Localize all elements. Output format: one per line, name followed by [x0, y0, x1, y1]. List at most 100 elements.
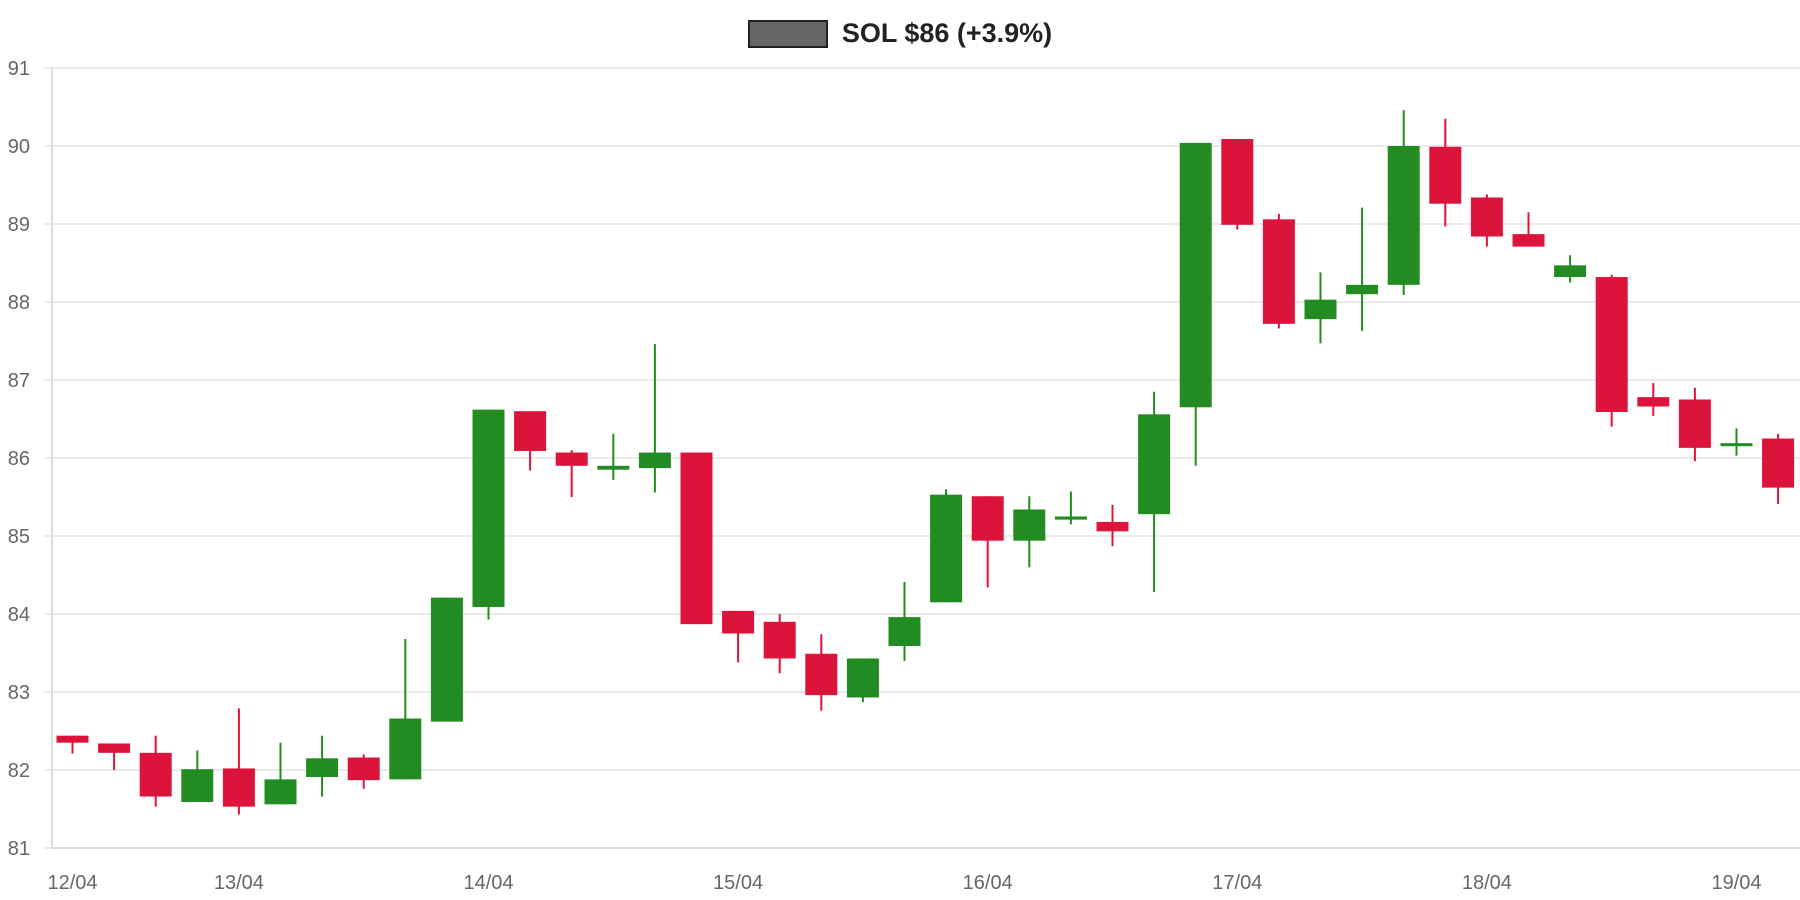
x-tick-label: 16/04	[963, 872, 1013, 894]
legend-label[interactable]: SOL $86 (+3.9%)	[841, 18, 1053, 48]
candle-body	[971, 496, 1004, 541]
candle-down[interactable]	[1096, 504, 1129, 547]
candle-body	[1304, 299, 1337, 320]
y-tick-label: 91	[8, 58, 30, 80]
y-tick-label: 85	[8, 526, 30, 548]
candle-body	[264, 779, 297, 805]
candle-body	[1138, 414, 1171, 515]
candle-body	[763, 621, 796, 659]
candle-body	[139, 752, 172, 797]
candle-body	[1054, 516, 1087, 520]
candle-down[interactable]	[805, 634, 838, 711]
x-axis: 12/04 13/04 14/04 15/04 16/04 17/04 18/04 19/04	[47, 847, 1800, 894]
candle-body	[846, 658, 879, 698]
candle-body	[1221, 138, 1254, 225]
candle-down[interactable]	[1678, 387, 1711, 462]
x-tick-label: 18/04	[1462, 872, 1512, 894]
candle-body	[389, 718, 422, 780]
x-tick-label: 19/04	[1711, 872, 1761, 894]
candle-up[interactable]	[930, 489, 963, 603]
candle-up[interactable]	[1179, 142, 1212, 466]
y-tick-label: 83	[8, 682, 30, 704]
y-tick-label: 84	[8, 604, 30, 626]
candle-down[interactable]	[98, 743, 131, 770]
candle-up[interactable]	[597, 433, 630, 480]
candle-down[interactable]	[56, 735, 89, 754]
x-tick-label: 14/04	[463, 872, 513, 894]
candle-body	[638, 452, 671, 469]
candle-up[interactable]	[1013, 496, 1046, 568]
candle-body	[1595, 277, 1628, 412]
candle-up[interactable]	[1387, 110, 1420, 295]
x-tick-label: 15/04	[713, 872, 763, 894]
candle-up[interactable]	[306, 735, 339, 797]
candle-up[interactable]	[1554, 255, 1587, 283]
candle-body	[555, 452, 588, 466]
candle-up[interactable]	[181, 750, 214, 802]
candle-down[interactable]	[1429, 118, 1462, 227]
candle-up[interactable]	[1054, 491, 1087, 525]
candle-body	[1387, 146, 1420, 285]
y-axis: 81 82 83 84 85 86 87 88 89 90 91	[8, 58, 53, 860]
candle-body	[1720, 443, 1753, 447]
candle-down[interactable]	[680, 452, 713, 625]
candle-down[interactable]	[1637, 383, 1670, 416]
candle-body	[680, 452, 713, 625]
candle-up[interactable]	[1138, 391, 1171, 593]
candle-body	[888, 617, 921, 646]
candle-up[interactable]	[430, 597, 463, 722]
candle-down[interactable]	[971, 496, 1004, 588]
y-tick-label: 87	[8, 370, 30, 392]
candle-up[interactable]	[1346, 207, 1379, 331]
y-tick-label: 81	[8, 838, 30, 860]
candle-body	[1554, 265, 1587, 278]
candle-up[interactable]	[888, 582, 921, 661]
candle-up[interactable]	[472, 409, 505, 620]
candle-down[interactable]	[347, 754, 380, 789]
candle-body	[1179, 142, 1212, 408]
candle-down[interactable]	[1221, 138, 1254, 230]
gridlines	[44, 67, 1800, 849]
candle-up[interactable]	[638, 344, 671, 493]
candle-down[interactable]	[555, 450, 588, 497]
y-tick-label: 88	[8, 292, 30, 314]
candle-body	[1346, 284, 1379, 295]
candle-up[interactable]	[1720, 428, 1753, 456]
candle-up[interactable]	[1304, 272, 1337, 344]
candle-body	[347, 757, 380, 781]
y-tick-label: 90	[8, 136, 30, 158]
candle-body	[1762, 438, 1795, 488]
candle-down[interactable]	[763, 614, 796, 674]
chart-legend: SOL $86 (+3.9%)	[0, 18, 1800, 49]
candle-up[interactable]	[389, 638, 422, 780]
candle-body	[1262, 219, 1295, 324]
candle-body	[930, 494, 963, 603]
candle-body	[56, 735, 89, 743]
candle-down[interactable]	[722, 610, 755, 663]
candle-body	[1678, 399, 1711, 448]
candle-up[interactable]	[846, 658, 879, 703]
candle-down[interactable]	[139, 735, 172, 807]
candle-body	[98, 743, 131, 753]
candle-body	[1013, 509, 1046, 541]
candle-down[interactable]	[1262, 213, 1295, 329]
candle-down[interactable]	[222, 708, 255, 815]
candle-down[interactable]	[1512, 212, 1545, 247]
y-tick-label: 86	[8, 448, 30, 470]
candle-down[interactable]	[1595, 274, 1628, 427]
y-tick-label: 82	[8, 760, 30, 782]
candle-up[interactable]	[264, 742, 297, 805]
candles	[56, 110, 1795, 815]
candle-body	[514, 411, 547, 451]
candle-body	[1512, 234, 1545, 247]
candle-down[interactable]	[514, 411, 547, 471]
candle-body	[597, 465, 630, 470]
candle-body	[472, 409, 505, 607]
candle-down[interactable]	[1470, 194, 1503, 247]
candle-body	[181, 769, 214, 802]
y-tick-label: 89	[8, 214, 30, 236]
candle-body	[306, 758, 339, 778]
legend-swatch[interactable]	[747, 19, 828, 48]
candle-down[interactable]	[1762, 433, 1795, 505]
x-tick-label: 17/04	[1212, 872, 1262, 894]
